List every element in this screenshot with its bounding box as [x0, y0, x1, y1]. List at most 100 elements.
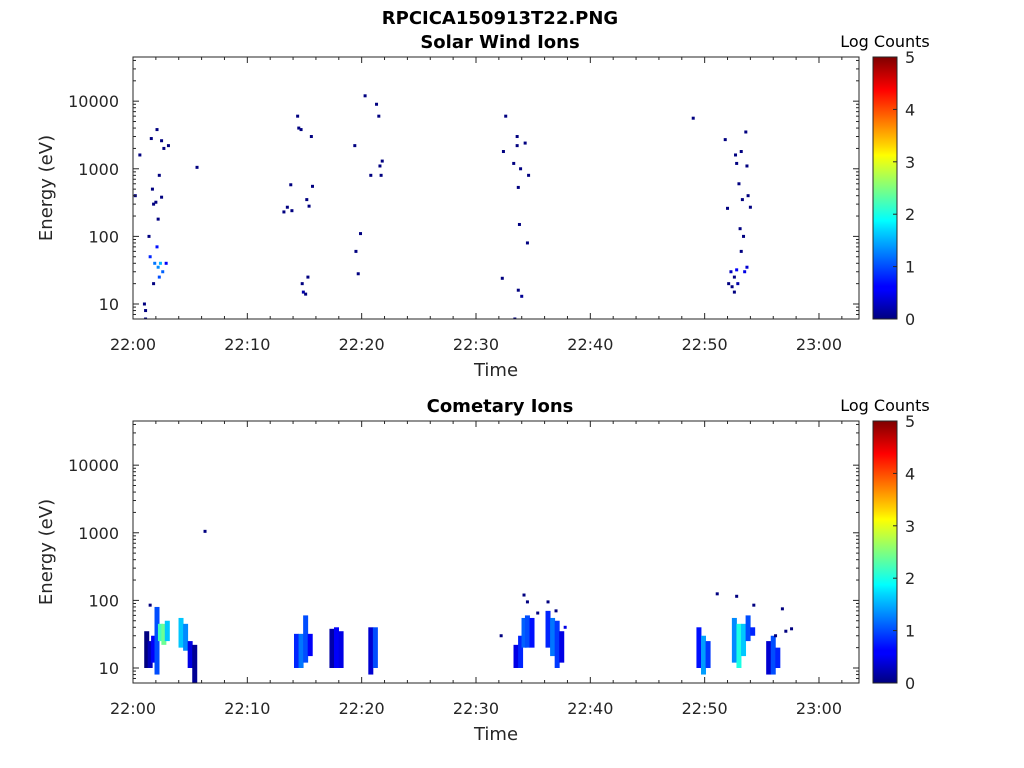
plot-area: [133, 57, 859, 319]
heatmap-cell: [739, 249, 743, 253]
heatmap-cell: [152, 202, 156, 206]
heatmap-cell: [155, 128, 159, 132]
heatmap-column: [741, 623, 747, 657]
heatmap-cell: [156, 265, 160, 269]
heatmap-cell: [554, 609, 558, 613]
heatmap-cell: [499, 634, 503, 638]
heatmap-column: [775, 647, 781, 669]
x-tick-label: 22:00: [110, 335, 156, 354]
y-tick-label: 10000: [68, 456, 119, 475]
heatmap-cell: [745, 164, 749, 168]
heatmap-column: [550, 617, 556, 657]
heatmap-cell: [300, 282, 304, 286]
heatmap-cell: [305, 198, 309, 202]
x-tick-label: 22:30: [453, 335, 499, 354]
x-axis-label: Time: [473, 724, 518, 745]
heatmap-column: [329, 628, 335, 669]
heatmap-column: [178, 617, 184, 648]
heatmap-cell: [149, 137, 153, 141]
colorbar-tick-label: 2: [905, 205, 915, 224]
heatmap-cell: [301, 290, 305, 294]
heatmap-column: [154, 606, 160, 675]
heatmap-cell: [306, 275, 310, 279]
heatmap-column: [750, 627, 756, 636]
heatmap-cell: [563, 625, 567, 629]
axes-frame: [132, 56, 860, 320]
heatmap-cell: [774, 634, 778, 638]
heatmap-column: [307, 633, 313, 657]
heatmap-column: [745, 615, 751, 642]
heatmap-column: [164, 620, 170, 642]
heatmap-column: [696, 627, 702, 669]
heatmap-cell: [363, 94, 367, 98]
heatmap-cell: [732, 290, 736, 294]
heatmap-column: [183, 623, 189, 651]
colorbar-tick-label: 4: [905, 100, 915, 119]
heatmap-cell: [790, 627, 794, 631]
heatmap-cell: [304, 292, 308, 296]
heatmap-cell: [297, 126, 301, 130]
heatmap-column: [151, 635, 157, 663]
x-tick-label: 22:10: [224, 335, 270, 354]
heatmap-cell: [160, 139, 164, 143]
heatmap-cell: [520, 294, 524, 298]
heatmap-cell: [144, 317, 148, 319]
heatmap-cell: [161, 270, 165, 274]
heatmap-cell: [356, 272, 360, 276]
heatmap-cell: [748, 205, 752, 209]
heatmap-cell: [157, 275, 161, 279]
heatmap-cell: [142, 302, 146, 306]
heatmap-column: [701, 635, 707, 675]
heatmap-cell: [732, 275, 736, 279]
axes-frame: [132, 420, 860, 684]
heatmap-column: [338, 631, 344, 669]
colorbar-tick-label: 0: [905, 310, 915, 329]
heatmap-cell: [730, 285, 734, 289]
heatmap-cell: [752, 603, 756, 607]
x-tick-label: 22:50: [682, 335, 728, 354]
y-tick-label: 100: [88, 591, 119, 610]
heatmap-cell: [536, 611, 540, 615]
heatmap-cells: [133, 94, 752, 319]
heatmap-cell: [513, 317, 517, 319]
heatmap-cell: [737, 182, 741, 186]
heatmap-column: [770, 635, 776, 675]
x-tick-label: 22:20: [339, 335, 385, 354]
heatmap-cell: [735, 161, 739, 165]
heatmap-cell: [729, 270, 733, 274]
heatmap-cell: [734, 153, 738, 157]
colorbar-tick-label: 4: [905, 464, 915, 483]
colorbar-tick-label: 1: [905, 622, 915, 641]
heatmap-column: [298, 633, 304, 669]
heatmap-cell: [515, 144, 519, 148]
heatmap-cell: [501, 150, 505, 154]
heatmap-cell: [309, 135, 313, 139]
figure-title: RPCICA150913T22.PNG: [382, 8, 618, 29]
heatmap-cell: [195, 165, 199, 169]
panel-0: 22:00 22:10 22:20 22:30 22:40 22:50 23:0010100…: [36, 32, 930, 381]
colorbar-tick-label: 3: [905, 153, 915, 172]
heatmap-cell: [378, 164, 382, 168]
colorbar-tick-label: 3: [905, 517, 915, 536]
heatmap-cell: [527, 173, 531, 177]
heatmap-cell: [516, 185, 520, 189]
heatmap-cell: [742, 234, 746, 238]
heatmap-column: [518, 635, 524, 669]
heatmap-cell: [525, 241, 529, 245]
heatmap-column: [559, 631, 565, 663]
colorbar-tick-label: 5: [905, 48, 915, 67]
heatmap-cell: [289, 183, 293, 187]
heatmap-cell: [156, 217, 160, 221]
heatmap-cell: [740, 198, 744, 202]
heatmap-cell: [150, 187, 154, 191]
heatmap-cell: [154, 200, 158, 204]
heatmap-cell: [738, 227, 742, 231]
heatmap-cell: [296, 114, 300, 118]
x-axis-label: Time: [473, 360, 518, 381]
heatmap-cell: [148, 603, 152, 607]
plot-area: [133, 421, 859, 683]
heatmap-cell: [157, 173, 161, 177]
heatmap-column: [554, 620, 560, 669]
heatmap-cell: [735, 594, 739, 598]
heatmap-cell: [784, 629, 788, 633]
